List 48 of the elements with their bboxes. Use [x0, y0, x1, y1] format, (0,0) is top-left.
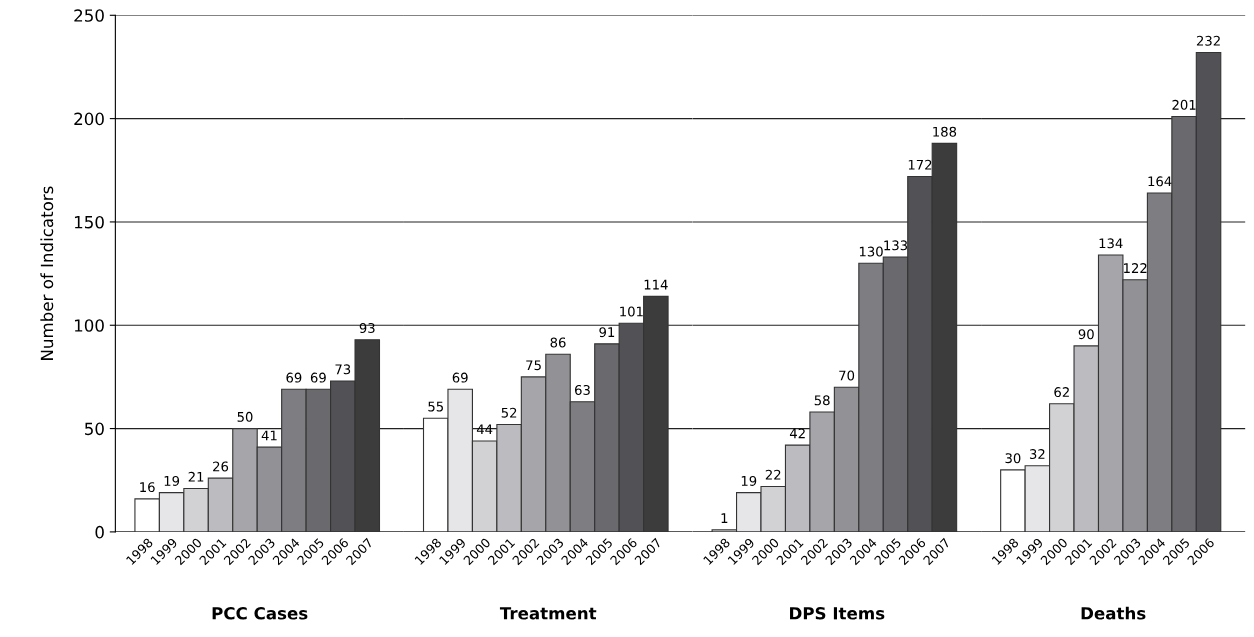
data-label: 62: [1054, 387, 1069, 398]
data-label: 122: [1124, 263, 1147, 273]
data-label: 70: [839, 370, 855, 381]
data-label: 41: [261, 430, 277, 441]
x-axis-title: Deaths: [1081, 606, 1146, 620]
data-label: 133: [884, 240, 908, 251]
data-label: 188: [933, 126, 957, 137]
data-label: 16: [140, 482, 155, 493]
data-label: 21: [188, 471, 204, 482]
data-label: 73: [335, 364, 351, 375]
data-label: 58: [814, 395, 830, 406]
data-label: 93: [359, 323, 375, 333]
data-label: 134: [1099, 238, 1123, 249]
y-tick-label: 100: [74, 319, 104, 332]
data-label: 1: [721, 513, 728, 523]
data-label: 50: [237, 411, 253, 422]
data-label: 172: [908, 159, 932, 170]
data-label: 101: [620, 306, 643, 317]
y-tick-label: 250: [74, 9, 104, 22]
x-axis-title: DPS Items: [790, 606, 885, 620]
data-label: 30: [1005, 453, 1021, 464]
data-label: 69: [452, 372, 468, 383]
data-label: 32: [1029, 449, 1045, 460]
data-label: 63: [575, 385, 590, 395]
data-label: 19: [164, 475, 180, 486]
data-label: 69: [310, 372, 326, 383]
data-label: 19: [741, 475, 757, 486]
y-axis-title: Number of Indicators: [40, 186, 54, 360]
y-tick-label: 150: [74, 215, 104, 229]
data-label: 75: [526, 360, 541, 371]
y-tick-label: 0: [95, 525, 104, 539]
data-label: 52: [501, 407, 517, 418]
data-label: 69: [286, 372, 302, 383]
data-label: 42: [789, 428, 805, 439]
x-axis-title: PCC Cases: [212, 606, 308, 620]
data-label: 22: [765, 469, 781, 480]
data-label: 90: [1078, 329, 1094, 340]
data-label: 201: [1172, 99, 1196, 110]
data-label: 130: [859, 246, 883, 257]
data-label: 91: [599, 327, 615, 338]
data-label: 26: [213, 461, 229, 472]
data-label: 232: [1196, 35, 1220, 46]
data-label: 55: [428, 401, 443, 412]
y-tick-label: 200: [74, 112, 104, 126]
y-tick-label: 50: [85, 422, 104, 436]
data-label: 114: [644, 279, 668, 290]
x-axis-title: Treatment: [499, 607, 597, 620]
data-label: 86: [550, 337, 566, 348]
